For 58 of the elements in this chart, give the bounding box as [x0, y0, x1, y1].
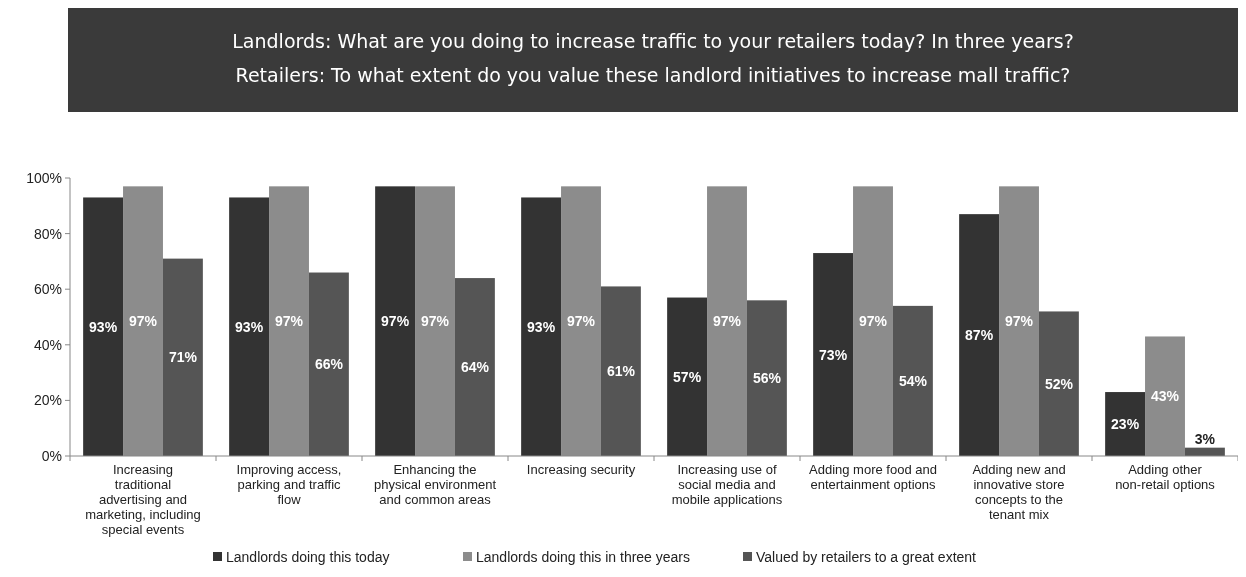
data-label: 61%	[606, 363, 636, 380]
data-label: 97%	[1004, 313, 1034, 330]
data-label: 54%	[898, 372, 928, 389]
data-label: 93%	[89, 318, 118, 335]
bar	[959, 214, 1000, 456]
y-tick-label: 60%	[33, 281, 62, 298]
bar	[521, 197, 562, 456]
legend-label: Valued by retailers to a great extent	[756, 549, 977, 565]
data-label: 71%	[168, 349, 198, 366]
bar	[600, 286, 641, 456]
x-tick-label: Enhancing the physical environment and common areas	[373, 462, 497, 507]
data-label: 93%	[527, 318, 556, 335]
chart-title: Landlords: What are you doing to increase traffic to your retailers today? In three years?	[232, 30, 1074, 52]
data-label: 97%	[128, 313, 158, 330]
data-label: 93%	[235, 318, 264, 335]
bar	[746, 300, 787, 456]
x-tick-label: Increasing use of social media and mobile applications	[671, 462, 783, 507]
x-tick-label: Increasing security	[526, 462, 636, 477]
bar	[892, 305, 933, 456]
bar	[229, 197, 270, 456]
y-tick-label: 40%	[33, 336, 62, 353]
y-tick-label: 0%	[41, 448, 62, 464]
data-label: 97%	[274, 313, 304, 330]
data-label: 56%	[752, 370, 782, 387]
data-label: 97%	[712, 313, 742, 330]
y-tick-label: 80%	[33, 225, 62, 242]
x-tick-label: Improving access, parking and traffic flow	[236, 462, 342, 507]
data-label: 73%	[819, 346, 848, 363]
bar	[454, 278, 495, 456]
data-label: 87%	[965, 327, 994, 344]
legend-label: Landlords doing this today	[226, 549, 390, 565]
legend-label: Landlords doing this in three years	[476, 549, 691, 565]
data-label: 64%	[460, 359, 490, 376]
bar	[813, 253, 854, 456]
data-label: 3%	[1194, 430, 1216, 447]
bar	[1105, 392, 1146, 456]
x-tick-label: Adding other non-retail options	[1115, 462, 1216, 492]
bar	[83, 197, 124, 456]
x-tick-label: Adding new and innovative store concepts to the tenant mix	[972, 462, 1066, 522]
x-tick-label: Increasing traditional advertising and marketing, including special events	[85, 462, 201, 537]
data-label: 43%	[1150, 388, 1180, 405]
data-label: 66%	[314, 356, 344, 373]
data-label: 97%	[381, 313, 410, 330]
bar	[162, 258, 203, 456]
y-tick-label: 20%	[33, 392, 62, 409]
data-label: 97%	[858, 313, 888, 330]
bar	[308, 272, 349, 456]
data-label: 97%	[566, 313, 596, 330]
bar	[1038, 311, 1079, 456]
data-label: 57%	[673, 368, 702, 385]
data-label: 23%	[1111, 416, 1140, 433]
y-tick-label: 100%	[26, 170, 62, 186]
bar	[375, 186, 416, 456]
bar	[667, 297, 708, 456]
data-label: 97%	[420, 313, 450, 330]
data-label: 52%	[1044, 375, 1074, 392]
x-tick-label: Adding more food and entertainment options	[809, 462, 937, 492]
chart-subtitle: Retailers: To what extent do you value these landlord initiatives to increase mall traffic?	[235, 64, 1071, 86]
